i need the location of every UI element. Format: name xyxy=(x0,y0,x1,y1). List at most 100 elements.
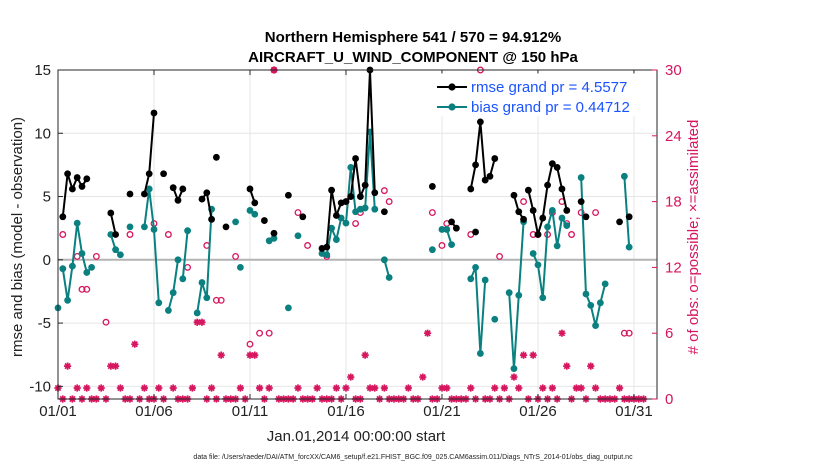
y-tick-label-2: 0 xyxy=(43,252,51,269)
rmse-point-58 xyxy=(548,160,556,168)
y-tick-label-5: 15 xyxy=(34,62,51,79)
obs-assimilated-marker-72 xyxy=(404,384,412,392)
rmse-point-60 xyxy=(558,185,566,193)
obs-assimilated-marker-29 xyxy=(198,318,206,326)
obs-assimilated-marker-11 xyxy=(107,362,115,370)
legend: rmse grand pr = 4.5577 bias grand pr = 0… xyxy=(430,73,646,117)
rmse-point-62 xyxy=(577,198,585,206)
bias-point-71 xyxy=(592,322,599,330)
obs-possible-marker-15 xyxy=(256,329,264,337)
bias-point-45 xyxy=(380,256,388,264)
bias-point-1 xyxy=(59,265,67,273)
bias-point-48 xyxy=(438,226,446,233)
bias-point-63 xyxy=(544,223,551,231)
obs-assimilated-marker-12 xyxy=(111,362,120,370)
obs-assimilated-marker-39 xyxy=(246,351,254,359)
rmse-point-38 xyxy=(371,189,379,197)
obs-possible-marker-40 xyxy=(568,231,576,238)
obs-possible-marker-22 xyxy=(352,220,360,227)
bias-point-74 xyxy=(620,172,628,180)
rmse-point-1 xyxy=(64,170,71,178)
bias-point-23 xyxy=(203,294,211,302)
obs-possible-marker-8 xyxy=(164,231,172,238)
bias-line-segment-23 xyxy=(623,176,631,248)
x-tick-label-1: 01/06 xyxy=(135,403,173,420)
rmse-point-7 xyxy=(112,231,119,238)
rmse-point-32 xyxy=(342,198,350,206)
rmse-line-segment-0 xyxy=(61,172,88,217)
obs-assimilated-marker-2 xyxy=(63,362,72,370)
y2-axis-label: # of obs: o=possible; ×=assimilated xyxy=(685,120,702,355)
obs-assimilated-marker-80 xyxy=(443,384,451,392)
rmse-line-segment-14 xyxy=(321,69,376,250)
rmse-point-17 xyxy=(203,189,211,197)
bias-point-75 xyxy=(625,243,633,251)
rmse-point-57 xyxy=(544,181,551,189)
rmse-point-3 xyxy=(73,174,81,181)
rmse-point-42 xyxy=(452,224,460,232)
legend-box xyxy=(430,73,646,117)
rmse-point-15 xyxy=(179,185,187,193)
obs-assimilated-marker-40 xyxy=(251,351,259,359)
rmse-point-63 xyxy=(582,213,590,221)
bias-point-53 xyxy=(476,350,484,357)
chart-subtitle: AIRCRAFT_U_WIND_COMPONENT @ 150 hPa xyxy=(248,49,578,66)
bias-line-segment-18 xyxy=(469,266,487,355)
rmse-series xyxy=(59,66,633,252)
obs-possible-marker-24 xyxy=(380,187,388,195)
chart-title: Northern Hemisphere 541 / 570 = 94.912% xyxy=(265,29,561,46)
rmse-point-12 xyxy=(160,170,167,178)
bias-point-28 xyxy=(251,210,259,218)
obs-assimilated-marker-96 xyxy=(519,351,528,359)
y-tick-label-4: 10 xyxy=(34,125,51,142)
rmse-point-61 xyxy=(563,207,571,214)
bias-point-46 xyxy=(385,274,393,281)
rmse-point-52 xyxy=(520,215,527,223)
bias-line-segment-21 xyxy=(532,209,568,299)
bias-point-62 xyxy=(539,294,547,302)
bias-line-segment-1 xyxy=(61,222,93,302)
bias-point-9 xyxy=(112,246,119,254)
bias-point-55 xyxy=(491,315,499,323)
bias-point-25 xyxy=(232,218,239,226)
obs-assimilated-marker-64 xyxy=(366,384,374,392)
rmse-point-29 xyxy=(328,186,335,194)
rmse-point-11 xyxy=(150,109,158,117)
y2-tick-label-0: 0 xyxy=(665,391,673,408)
rmse-point-59 xyxy=(553,164,561,171)
rmse-point-28 xyxy=(323,243,331,251)
bias-point-17 xyxy=(169,289,177,297)
bias-point-11 xyxy=(126,223,134,231)
rmse-line-segment-3 xyxy=(143,112,155,195)
bias-point-16 xyxy=(164,307,172,314)
y-tick-label-3: 5 xyxy=(43,189,51,206)
obs-possible-marker-11 xyxy=(212,296,220,304)
bias-point-19 xyxy=(179,275,187,283)
obs-assimilated-marker-57 xyxy=(332,384,340,392)
rmse-point-26 xyxy=(299,213,307,221)
obs-assimilated-marker-16 xyxy=(131,340,139,348)
rmse-point-65 xyxy=(625,213,633,221)
rmse-line-segment-19 xyxy=(469,120,487,190)
obs-assimilated-marker-116 xyxy=(615,384,624,392)
obs-possible-marker-16 xyxy=(265,329,273,337)
bias-point-6 xyxy=(83,269,91,276)
bias-point-21 xyxy=(193,309,201,317)
rmse-point-33 xyxy=(347,193,355,200)
rmse-point-19 xyxy=(212,153,220,161)
bias-point-44 xyxy=(371,205,379,213)
obs-assimilated-marker-111 xyxy=(591,384,600,392)
obs-possible-marker-9 xyxy=(184,263,192,271)
bias-point-54 xyxy=(481,276,489,284)
obs-assimilated-marker-59 xyxy=(342,384,350,392)
bias-line-segment-20 xyxy=(508,221,525,370)
obs-assimilated-marker-49 xyxy=(294,384,302,392)
obs-assimilated-marker-110 xyxy=(587,362,595,370)
obs-possible-marker-27 xyxy=(438,242,446,249)
rmse-point-34 xyxy=(352,155,359,162)
y2-tick-label-2: 12 xyxy=(665,259,682,276)
x-tick-label-2: 01/11 xyxy=(232,403,268,420)
bias-point-7 xyxy=(88,264,95,271)
obs-possible-marker-13 xyxy=(232,252,240,260)
obs-assimilated-marker-41 xyxy=(255,384,264,392)
